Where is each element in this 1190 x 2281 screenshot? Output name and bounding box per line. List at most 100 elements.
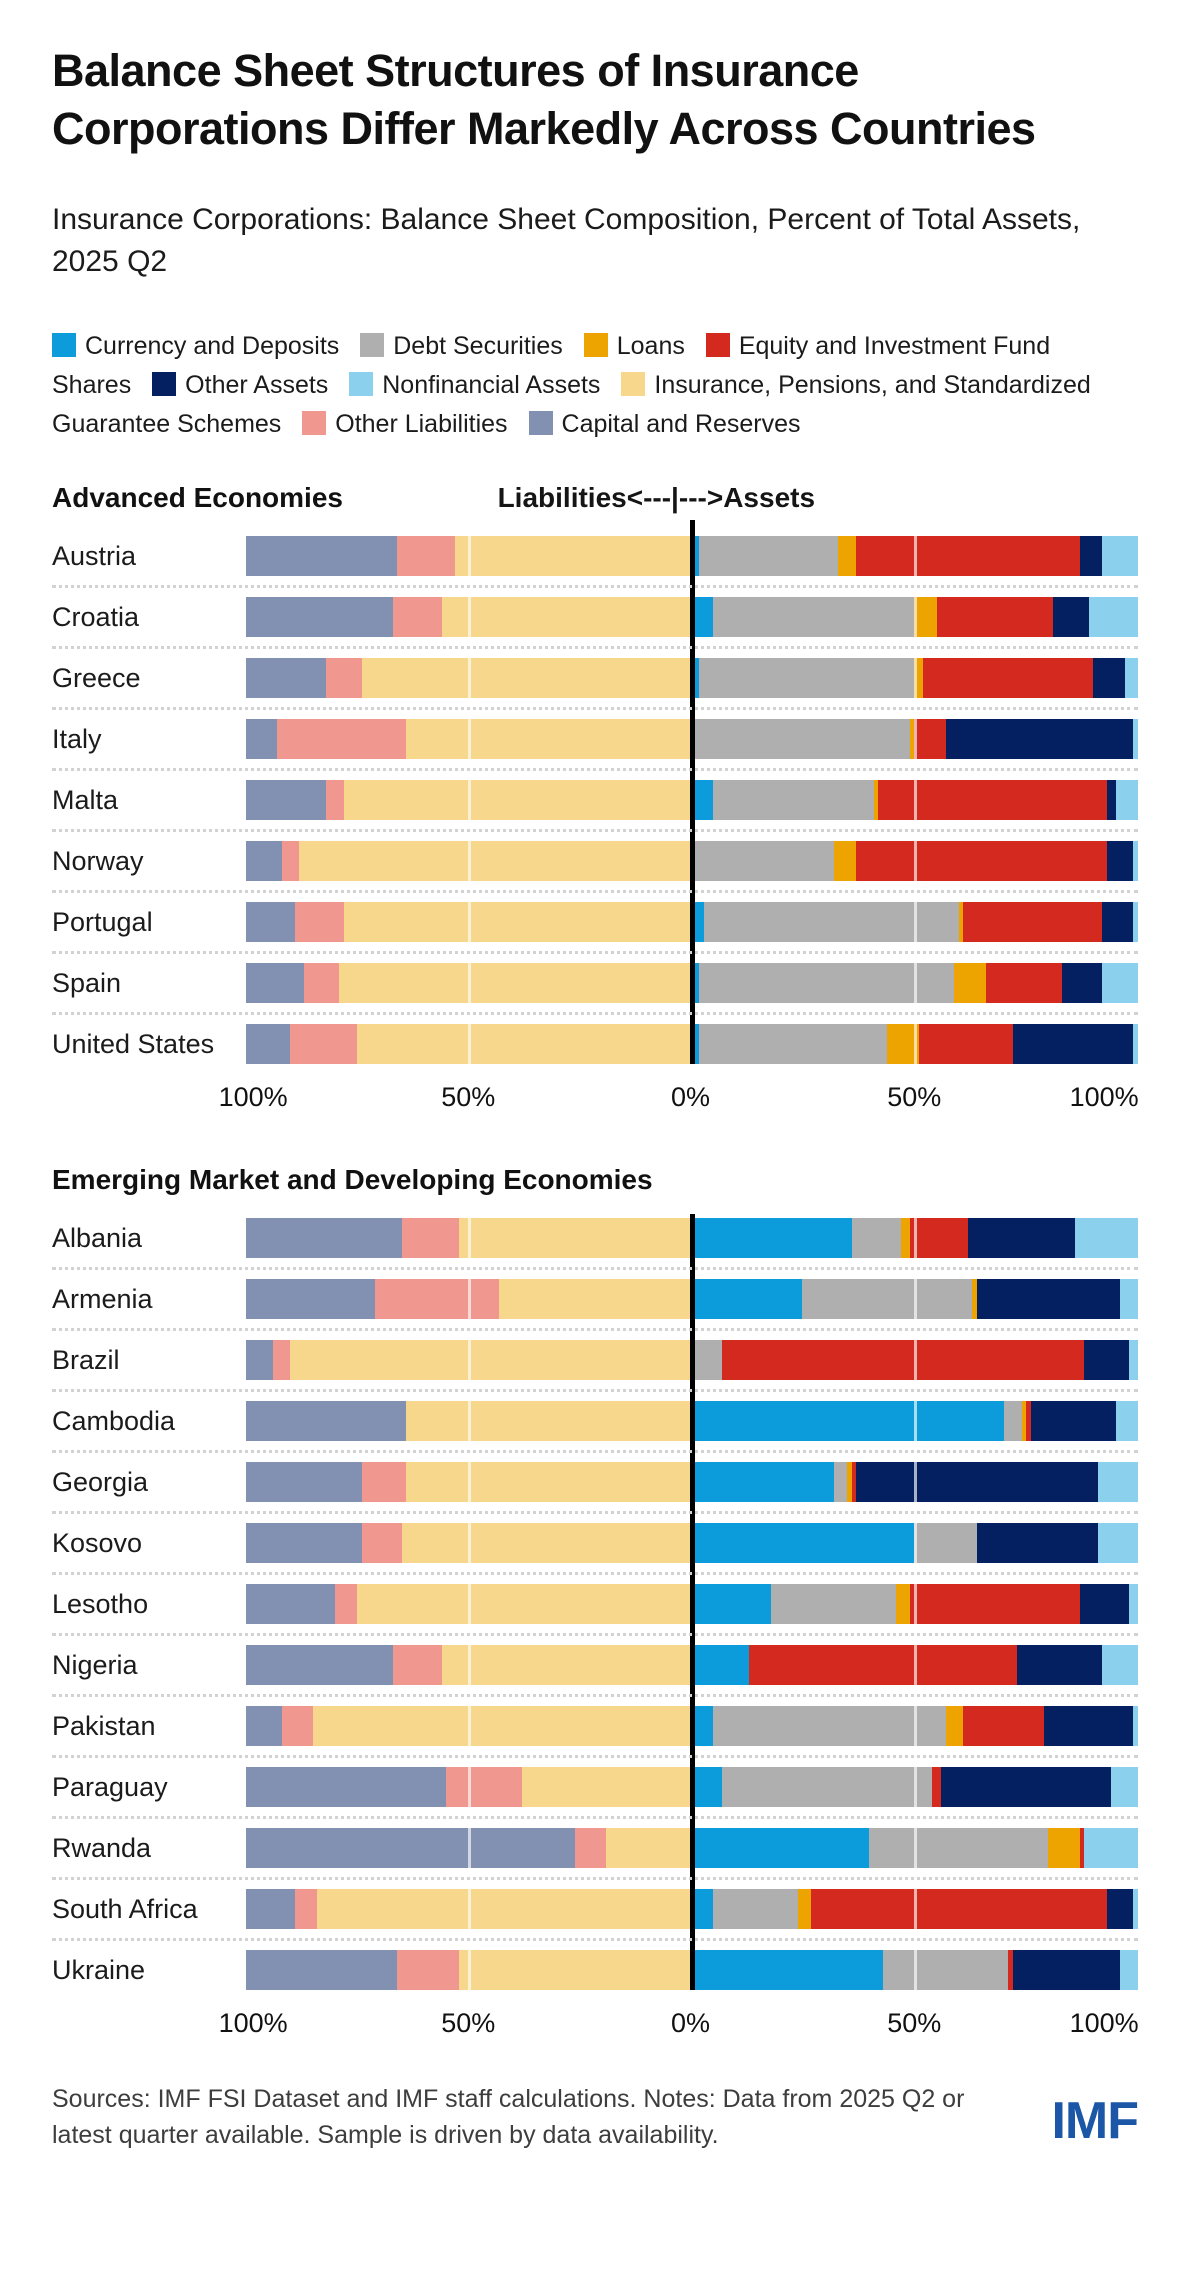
country-label: Lesotho bbox=[52, 1588, 149, 1619]
bar-segment-other_assets bbox=[1052, 597, 1089, 638]
bar-segment-capital_reserves bbox=[246, 1645, 393, 1686]
bar-segment-debt_securities bbox=[690, 1340, 722, 1381]
bar-segment-debt_securities bbox=[712, 597, 915, 638]
bar-segment-nonfinancial_assets bbox=[1133, 902, 1138, 943]
bar-segment-insurance_pensions bbox=[290, 1340, 691, 1381]
bar-segment-debt_securities bbox=[771, 1584, 897, 1625]
liabilities-stack bbox=[246, 963, 691, 1004]
row-separator bbox=[52, 1877, 1138, 1881]
bar-rows: Albania Armenia Brazil Cambodia Georgia Kosov… bbox=[52, 1218, 1138, 1991]
bar-segment-other_assets bbox=[1106, 780, 1116, 821]
bar-segment-other_assets bbox=[941, 1767, 1112, 1808]
legend-item-nonfinancial_assets: Nonfinancial Assets bbox=[349, 371, 600, 399]
bar-segment-insurance_pensions bbox=[357, 1584, 691, 1625]
bar-segment-debt_securities bbox=[1003, 1401, 1022, 1442]
axis-tick-4: 100% bbox=[1069, 1082, 1139, 1113]
assets-stack bbox=[690, 1279, 1138, 1320]
bar-segment-other_assets bbox=[1017, 1645, 1103, 1686]
row-separator bbox=[52, 890, 1138, 894]
legend-item-equity_investment: Equity and Investment Fund Shares bbox=[52, 332, 1050, 399]
bar-segment-debt_securities bbox=[851, 1218, 901, 1259]
chart-emerging-market-developing-economies: Emerging Market and Developing Economies… bbox=[52, 1164, 1139, 2044]
bar-segment-insurance_pensions bbox=[441, 597, 691, 638]
bar-segment-debt_securities bbox=[699, 658, 915, 699]
diverging-bar bbox=[246, 1950, 1138, 1991]
bar-segment-currency_deposits bbox=[690, 1401, 1004, 1442]
bar-segment-loans bbox=[914, 658, 924, 699]
bar-segment-equity_investment bbox=[748, 1645, 1018, 1686]
diverging-bar bbox=[246, 1523, 1138, 1564]
bar-segment-currency_deposits bbox=[690, 1706, 713, 1747]
legend-swatch-nonfinancial_assets bbox=[349, 372, 374, 397]
assets-stack bbox=[690, 1950, 1138, 1991]
diverging-bar bbox=[246, 963, 1138, 1004]
liabilities-stack bbox=[246, 902, 691, 943]
assets-stack bbox=[690, 1584, 1138, 1625]
country-label: Norway bbox=[52, 845, 144, 876]
bar-segment-capital_reserves bbox=[246, 1828, 575, 1869]
assets-stack bbox=[690, 1828, 1138, 1869]
assets-stack bbox=[690, 719, 1138, 760]
bar-segment-other_assets bbox=[1093, 658, 1125, 699]
bar-segment-nonfinancial_assets bbox=[1102, 1645, 1138, 1686]
country-row-croatia: Croatia bbox=[52, 597, 1138, 638]
diverging-bar bbox=[246, 1706, 1138, 1747]
source-note: Sources: IMF FSI Dataset and IMF staff c… bbox=[52, 2085, 965, 2149]
bar-segment-nonfinancial_assets bbox=[1133, 1024, 1138, 1065]
liabilities-assets-axis-label: Liabilities<---|--->Assets bbox=[497, 482, 816, 514]
bar-segment-loans bbox=[958, 902, 964, 943]
legend-label: Nonfinancial Assets bbox=[382, 371, 601, 400]
legend-swatch-loans bbox=[583, 333, 608, 358]
liabilities-stack bbox=[246, 1279, 691, 1320]
bar-segment-nonfinancial_assets bbox=[1097, 1462, 1138, 1503]
country-label: Pakistan bbox=[52, 1710, 156, 1741]
bar-segment-currency_deposits bbox=[690, 1584, 772, 1625]
liabilities-stack bbox=[246, 1462, 691, 1503]
bar-segment-insurance_pensions bbox=[406, 719, 691, 760]
chart-subtitle: Insurance Corporations: Balance Sheet Co… bbox=[52, 203, 1081, 279]
axis-tick-1: 50% bbox=[441, 1082, 496, 1113]
country-row-south-africa: South Africa bbox=[52, 1889, 1138, 1930]
bar-segment-nonfinancial_assets bbox=[1111, 1767, 1138, 1808]
chart-header: Advanced Economies Liabilities<---|--->A… bbox=[52, 482, 1138, 524]
bar-segment-equity_investment bbox=[1008, 1950, 1013, 1991]
legend-swatch-insurance_pensions bbox=[621, 372, 646, 397]
bar-segment-currency_deposits bbox=[690, 780, 713, 821]
bar-segment-loans bbox=[847, 1462, 852, 1503]
assets-stack bbox=[690, 963, 1138, 1004]
bar-segment-insurance_pensions bbox=[454, 536, 691, 577]
bar-segment-loans bbox=[972, 1279, 977, 1320]
bar-segment-loans bbox=[833, 841, 857, 882]
bar-segment-other_assets bbox=[976, 1279, 1121, 1320]
bar-segment-nonfinancial_assets bbox=[1102, 963, 1138, 1004]
bar-segment-debt_securities bbox=[699, 536, 839, 577]
bar-segment-equity_investment bbox=[851, 1462, 857, 1503]
bar-segment-currency_deposits bbox=[690, 1767, 722, 1808]
bar-segment-currency_deposits bbox=[690, 597, 713, 638]
country-label: Spain bbox=[52, 967, 122, 998]
bar-segment-insurance_pensions bbox=[459, 1218, 691, 1259]
bar-segment-other_assets bbox=[1102, 902, 1134, 943]
bar-segment-insurance_pensions bbox=[339, 963, 691, 1004]
country-row-portugal: Portugal bbox=[52, 902, 1138, 943]
country-label: Ukraine bbox=[52, 1954, 146, 1985]
bar-segment-other_assets bbox=[1012, 1024, 1134, 1065]
bar-segment-capital_reserves bbox=[246, 1584, 335, 1625]
bar-segment-equity_investment bbox=[909, 1218, 968, 1259]
x-axis: 100% 50% 0% 50% 100% bbox=[219, 2002, 1139, 2044]
assets-stack bbox=[690, 1706, 1138, 1747]
liabilities-stack bbox=[246, 780, 691, 821]
bar-segment-other_liabilities bbox=[272, 1340, 291, 1381]
gridline-50pct-liabilities bbox=[468, 536, 472, 1065]
diverging-bar bbox=[246, 1401, 1138, 1442]
country-label: Croatia bbox=[52, 601, 140, 632]
bar-segment-debt_securities bbox=[694, 719, 910, 760]
country-row-armenia: Armenia bbox=[52, 1279, 1138, 1320]
row-separator bbox=[52, 1450, 1138, 1454]
bar-segment-equity_investment bbox=[936, 597, 1053, 638]
axis-tick-0: 100% bbox=[218, 2008, 288, 2039]
bar-segment-nonfinancial_assets bbox=[1115, 1401, 1138, 1442]
bar-segment-insurance_pensions bbox=[343, 780, 691, 821]
bar-segment-equity_investment bbox=[932, 1767, 942, 1808]
bar-segment-capital_reserves bbox=[246, 719, 278, 760]
